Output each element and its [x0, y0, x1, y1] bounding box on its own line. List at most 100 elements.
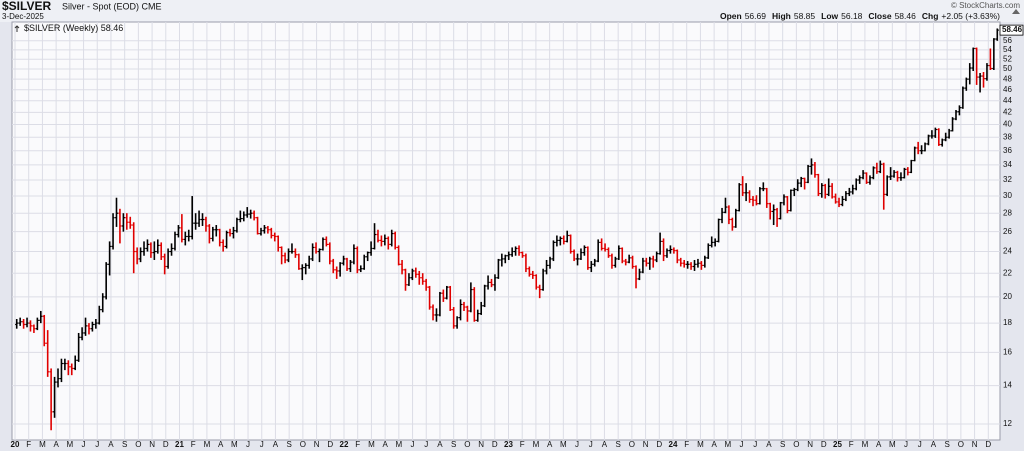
x-tick-label: S	[286, 440, 291, 449]
quote: Open 56.69 High 58.85 Low 56.18 Close 58.46 Chg +…	[720, 11, 1000, 21]
x-tick-label: M	[39, 440, 46, 449]
x-tick-label: J	[260, 440, 264, 449]
x-tick-label: S	[615, 440, 620, 449]
x-tick-label: D	[656, 440, 662, 449]
y-tick-label: 24	[1003, 247, 1012, 256]
y-tick-label: 32	[1003, 175, 1012, 184]
x-tick-label: O	[464, 440, 470, 449]
x-tick-label: J	[246, 440, 250, 449]
x-tick-label: J	[575, 440, 579, 449]
y-tick-label: 34	[1003, 160, 1012, 169]
x-tick-label: F	[191, 440, 196, 449]
x-tick-label: A	[547, 440, 553, 449]
y-tick-label: 12	[1003, 419, 1012, 428]
x-tick-label: F	[520, 440, 525, 449]
x-tick-label: M	[697, 440, 704, 449]
y-tick-label: 48	[1003, 74, 1012, 83]
x-tick-label: A	[108, 440, 114, 449]
x-tick-label: N	[478, 440, 484, 449]
x-tick-label: 22	[340, 440, 349, 449]
x-tick-label: A	[273, 440, 279, 449]
x-tick-label: S	[122, 440, 127, 449]
x-tick-label: M	[862, 440, 869, 449]
y-tick-label: 50	[1003, 64, 1012, 73]
x-tick-label: F	[849, 440, 854, 449]
x-tick-label: D	[821, 440, 827, 449]
x-tick-label: J	[424, 440, 428, 449]
x-tick-label: A	[53, 440, 59, 449]
quote-value: 56.69	[745, 11, 767, 21]
bars	[15, 28, 999, 431]
x-tick-label: A	[218, 440, 224, 449]
x-tick-label: A	[437, 440, 443, 449]
x-tick-label: D	[327, 440, 333, 449]
credit: © StockCharts.com	[951, 1, 1020, 10]
x-tick-label: J	[411, 440, 415, 449]
x-tick-label: A	[602, 440, 608, 449]
x-tick-label: N	[643, 440, 649, 449]
x-tick-label: 20	[11, 440, 20, 449]
y-tick-label: 36	[1003, 146, 1012, 155]
y-tick-label: 44	[1003, 96, 1012, 105]
y-tick-label: 54	[1003, 45, 1012, 54]
y-tick-label: 18	[1003, 318, 1012, 327]
x-tick-label: J	[589, 440, 593, 449]
x-tick-label: 21	[175, 440, 184, 449]
x-tick-label: J	[740, 440, 744, 449]
x-tick-label: J	[82, 440, 86, 449]
x-tick-label: 25	[833, 440, 842, 449]
x-tick-label: D	[163, 440, 169, 449]
x-tick-label: M	[889, 440, 896, 449]
x-tick-label: M	[66, 440, 73, 449]
quote-label: High	[772, 11, 791, 21]
x-tick-label: O	[300, 440, 306, 449]
x-tick-label: M	[560, 440, 567, 449]
x-tick-label: M	[533, 440, 540, 449]
x-tick-label: F	[355, 440, 360, 449]
x-tick-label: A	[382, 440, 388, 449]
symbol: $SILVER	[2, 0, 51, 13]
legend-label: $SILVER (Weekly)	[24, 23, 98, 33]
legend-icon	[14, 25, 20, 32]
x-tick-label: M	[231, 440, 238, 449]
description: Silver - Spot (EOD) CME	[62, 1, 162, 11]
x-tick-label: S	[451, 440, 456, 449]
x-tick-label: M	[724, 440, 731, 449]
last-value: 58.46	[1002, 25, 1023, 34]
y-tick-label: 28	[1003, 208, 1012, 217]
y-tick-label: 14	[1003, 381, 1012, 390]
x-tick-label: N	[314, 440, 320, 449]
x-tick-label: O	[793, 440, 799, 449]
quote-label: Low	[821, 11, 838, 21]
quote-value: 58.85	[794, 11, 816, 21]
scroll-icon	[1012, 9, 1020, 14]
x-tick-label: N	[972, 440, 978, 449]
x-tick-label: M	[395, 440, 402, 449]
y-tick-label: 56	[1003, 36, 1012, 45]
last-value-box	[999, 24, 1024, 36]
quote-label: Close	[868, 11, 891, 21]
y-tick-label: 46	[1003, 85, 1012, 94]
x-tick-label: J	[918, 440, 922, 449]
x-tick-label: F	[26, 440, 31, 449]
x-tick-label: 24	[669, 440, 678, 449]
x-tick-label: O	[135, 440, 141, 449]
x-tick-label: N	[149, 440, 155, 449]
x-tick-label: S	[780, 440, 785, 449]
y-tick-label: 20	[1003, 292, 1012, 301]
x-tick-label: F	[684, 440, 689, 449]
x-tick-label: M	[204, 440, 211, 449]
header-bg	[0, 0, 1024, 22]
x-tick-label: O	[958, 440, 964, 449]
y-tick-label: 30	[1003, 191, 1012, 200]
y-tick-label: 16	[1003, 348, 1012, 357]
x-tick-label: J	[904, 440, 908, 449]
x-tick-label: A	[766, 440, 772, 449]
y-tick-label: 52	[1003, 54, 1012, 63]
x-tick-label: J	[95, 440, 99, 449]
grid	[12, 22, 1000, 440]
x-tick-label: D	[492, 440, 498, 449]
legend-value: 58.46	[101, 23, 124, 33]
